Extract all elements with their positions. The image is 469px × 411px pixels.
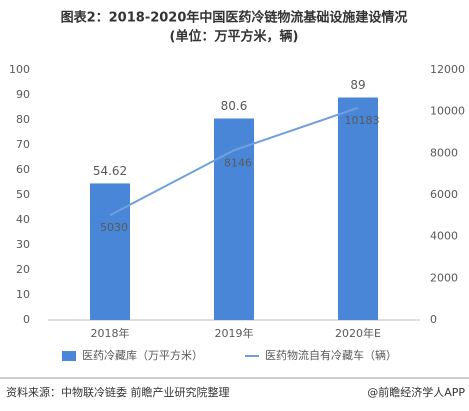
y-tick-label: 70 <box>16 138 30 151</box>
source: 资料来源：中物联冷链委 前瞻产业研究院整理 <box>6 385 230 399</box>
y-tick-label: 100 <box>9 63 30 76</box>
y-tick-label: 30 <box>16 238 30 251</box>
line-value-label: 8146 <box>224 156 252 169</box>
legend-label: 医药物流自有冷藏车（辆） <box>265 348 397 362</box>
x-tick-label: 2019年 <box>215 326 254 340</box>
bar <box>90 183 130 320</box>
y2-tick-label: 10000 <box>430 105 465 118</box>
y2-tick-label: 0 <box>430 313 437 326</box>
line <box>109 106 359 217</box>
line-value-label: 10183 <box>345 114 380 127</box>
credit: @前瞻经济学人APP <box>367 385 465 399</box>
y2-tick-label: 6000 <box>430 188 458 201</box>
y-tick-label: 40 <box>16 213 30 226</box>
bar-value-label: 89 <box>350 78 365 92</box>
y-tick-label: 20 <box>16 263 30 276</box>
x-tick-label: 2018年 <box>91 326 130 340</box>
bar <box>214 118 254 320</box>
y-tick-label: 90 <box>16 88 30 101</box>
legend-swatch <box>62 351 76 361</box>
y2-tick-label: 2000 <box>430 271 458 284</box>
chart-title: 图表2：2018-2020年中国医药冷链物流基础设施建设情况 <box>61 10 408 26</box>
y2-tick-label: 4000 <box>430 230 458 243</box>
y-tick-label: 10 <box>16 288 30 301</box>
bar-value-label: 80.6 <box>221 99 248 113</box>
chart-subtitle: (单位：万平方米，辆) <box>170 29 299 45</box>
y2-tick-label: 12000 <box>430 63 465 76</box>
line-value-label: 5030 <box>100 221 128 234</box>
bar <box>338 97 378 320</box>
y-tick-label: 50 <box>16 188 30 201</box>
y-tick-label: 60 <box>16 163 30 176</box>
x-tick-label: 2020年E <box>335 326 381 340</box>
y-tick-label: 0 <box>23 313 30 326</box>
y2-tick-label: 8000 <box>430 146 458 159</box>
legend-label: 医药冷藏库（万平方米） <box>82 348 203 362</box>
bar-value-label: 54.62 <box>93 164 127 178</box>
y-tick-label: 80 <box>16 113 30 126</box>
